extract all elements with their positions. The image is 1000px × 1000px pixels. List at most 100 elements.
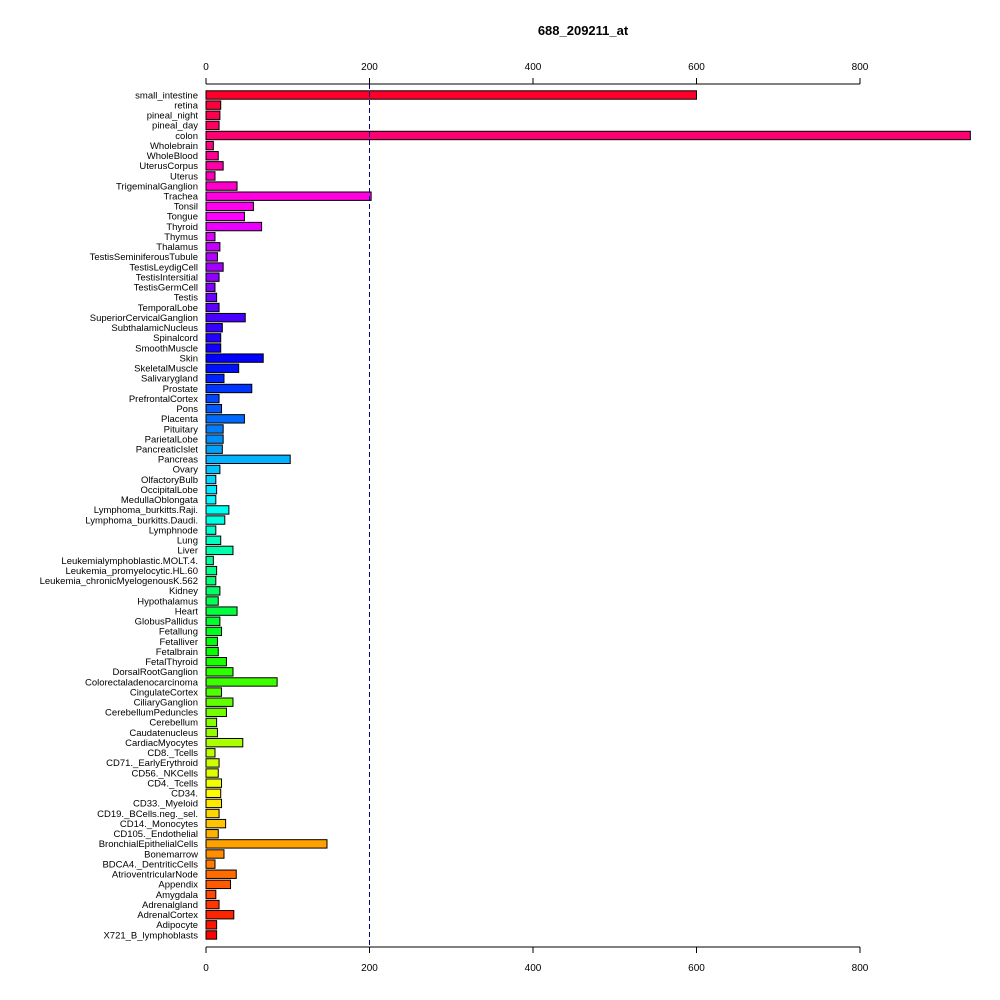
- category-label: Placenta: [161, 414, 199, 425]
- bar: [205, 312, 246, 323]
- category-label: CD56._NKCells: [131, 768, 198, 779]
- bar: [205, 292, 218, 303]
- category-label: Leukemia_promyelocytic.HL.60: [65, 566, 198, 577]
- category-label: TestisLeydigCell: [129, 262, 198, 273]
- category-labels: small_intestineretinapineal_nightpineal_…: [40, 90, 199, 941]
- bar: [205, 333, 222, 343]
- category-label: retina: [174, 100, 198, 111]
- category-label: pineal_night: [147, 111, 199, 122]
- category-label: X721_B_lymphoblasts: [103, 930, 198, 941]
- bar: [205, 302, 220, 313]
- bar: [205, 363, 240, 373]
- top-x-axis: 0 200 400 600 800: [203, 62, 869, 85]
- bottom-axis-tick-label: 0: [203, 963, 209, 974]
- bar: [205, 191, 372, 201]
- bar: [205, 464, 221, 475]
- category-label: AdrenalCortex: [137, 910, 198, 921]
- category-label: Lymphnode: [149, 525, 198, 536]
- bar: [205, 626, 223, 637]
- bar: [205, 242, 221, 252]
- category-label: Spinalcord: [153, 333, 198, 344]
- bar: [205, 404, 223, 414]
- bar: [205, 343, 222, 353]
- category-label: SmoothMuscle: [135, 343, 198, 354]
- category-label: Lymphoma_burkitts.Raji.: [94, 505, 198, 516]
- bar: [205, 920, 218, 930]
- bar: [205, 859, 216, 869]
- bar: [205, 353, 264, 363]
- category-label: UterusCorpus: [139, 161, 198, 172]
- bar: [205, 839, 328, 849]
- category-label: Lymphoma_burkitts.Daudi.: [85, 515, 198, 526]
- category-label: Appendix: [158, 880, 198, 891]
- bottom-x-axis: 0 200 400 600 800: [203, 946, 869, 974]
- bar: [205, 849, 225, 859]
- category-label: Lung: [177, 536, 198, 547]
- bar: [205, 444, 223, 454]
- bar: [205, 282, 216, 292]
- bar: [205, 808, 220, 819]
- bar: [205, 667, 234, 677]
- category-label: CD71._EarlyErythroid: [106, 758, 198, 769]
- category-label: Cerebellum: [149, 718, 198, 729]
- bar: [205, 748, 216, 758]
- bar: [205, 505, 230, 515]
- category-label: Liver: [177, 546, 198, 557]
- bar: [205, 646, 219, 657]
- category-label: TemporalLobe: [138, 303, 198, 314]
- bar: [205, 110, 221, 120]
- category-label: OlfactoryBulb: [141, 475, 198, 486]
- bar: [205, 778, 223, 788]
- bar: [205, 657, 227, 667]
- bar: [205, 231, 216, 242]
- category-label: Colorectaladenocarcinoma: [85, 677, 199, 688]
- category-label: small_intestine: [135, 90, 198, 101]
- bar: [205, 424, 224, 434]
- bar: [205, 707, 227, 718]
- category-label: Ovary: [173, 465, 199, 476]
- bar: [205, 100, 222, 110]
- bar: [205, 140, 214, 151]
- category-label: Adrenalgland: [142, 900, 198, 911]
- category-label: CD8._Tcells: [147, 748, 198, 759]
- bar: [205, 586, 221, 596]
- category-label: Leukemia_chronicMyelogenousK.562: [40, 576, 198, 587]
- bar: [205, 373, 225, 384]
- category-label: Testis: [174, 293, 199, 304]
- category-label: Pons: [176, 404, 198, 415]
- category-label: Thalamus: [156, 242, 198, 253]
- bar: [205, 889, 217, 900]
- bar: [205, 383, 253, 394]
- bar: [205, 576, 217, 586]
- bar: [205, 677, 278, 687]
- bar: [205, 758, 220, 768]
- bar: [205, 161, 224, 171]
- top-axis-tick-label: 400: [525, 62, 542, 73]
- chart-title: 688_209211_at: [538, 23, 629, 38]
- category-label: pineal_day: [152, 121, 198, 132]
- category-label: TestisGermCell: [134, 283, 198, 294]
- bottom-axis-tick-label: 400: [525, 963, 542, 974]
- category-label: Bonemarrow: [144, 849, 198, 860]
- category-label: Pituitary: [164, 424, 199, 435]
- bar: [205, 454, 291, 465]
- category-label: Heart: [175, 606, 199, 617]
- bar: [205, 484, 218, 495]
- bar: [205, 181, 238, 191]
- bar: [205, 879, 232, 890]
- bar: [205, 636, 218, 647]
- bar: [205, 414, 245, 424]
- bar: [205, 910, 235, 920]
- bar: [205, 798, 223, 809]
- category-label: Fetalbrain: [156, 647, 198, 658]
- bar: [205, 606, 238, 616]
- bar: [205, 262, 224, 272]
- category-label: Uterus: [170, 171, 198, 182]
- category-label: Prostate: [163, 384, 198, 395]
- category-label: DorsalRootGanglion: [112, 667, 198, 678]
- bar: [205, 535, 222, 545]
- bar: [205, 323, 223, 333]
- bar: [205, 596, 219, 606]
- category-label: BronchialEpithelialCells: [99, 839, 199, 850]
